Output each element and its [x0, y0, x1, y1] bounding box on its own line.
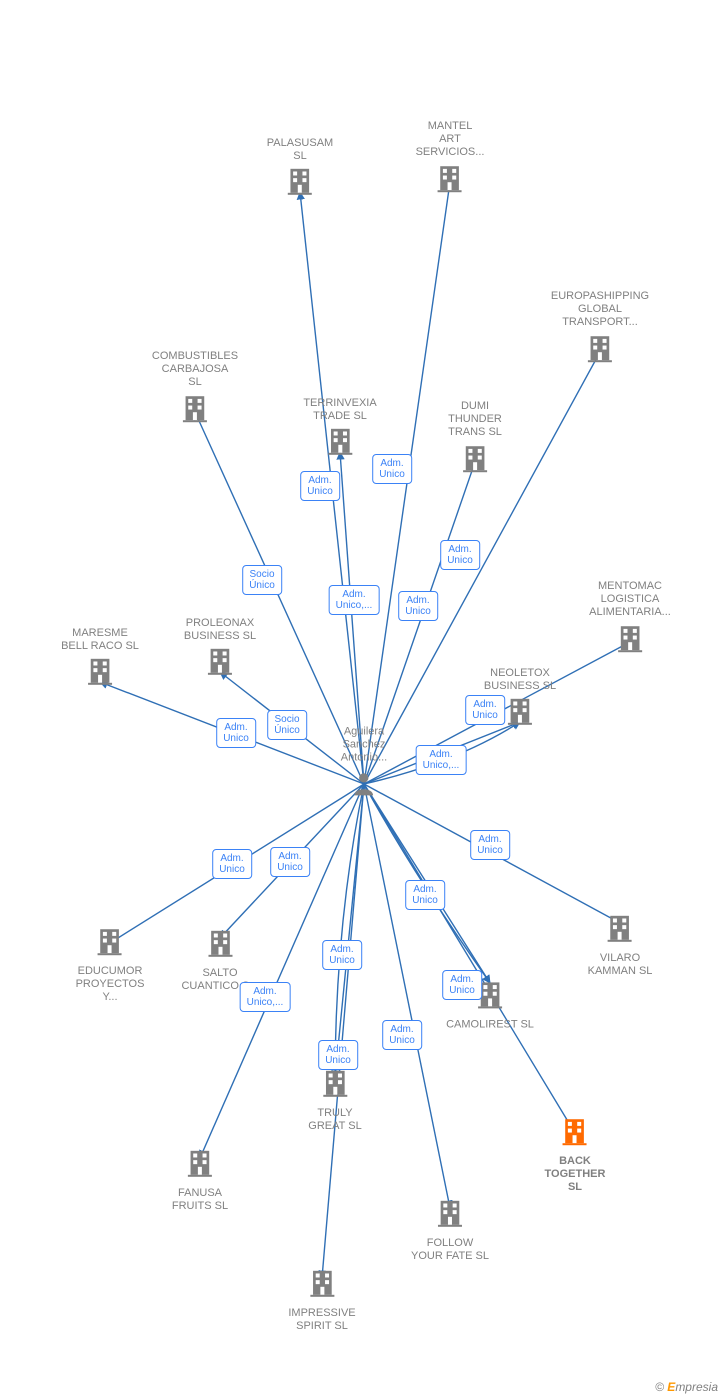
- edge-label-vilaro: Adm. Unico: [470, 830, 510, 860]
- edge-label-palasusam: Adm. Unico: [300, 471, 340, 501]
- edge-followfate: [364, 784, 450, 1208]
- person-icon: [341, 769, 387, 802]
- edge-label-dumi: Adm. Unico: [398, 591, 438, 621]
- edge-label-neoletox: Adm. Unico: [465, 695, 505, 725]
- center-person[interactable]: Aguilera Sanchez Antonio...: [341, 726, 387, 803]
- edge-label-terrinvexia: Adm. Unico,...: [329, 585, 380, 615]
- edge-label-europashipping: Adm. Unico: [440, 540, 480, 570]
- edge-label-neoletox: Adm. Unico,...: [416, 745, 467, 775]
- edge-label-maresme: Adm. Unico: [216, 718, 256, 748]
- edge-label-combustibles: Socio Único: [242, 565, 282, 595]
- edge-label-proleonax: Socio Único: [267, 710, 307, 740]
- edge-label-camolirest: Adm. Unico: [442, 970, 482, 1000]
- edge-impressive: [322, 784, 364, 1278]
- edge-label-followfate: Adm. Unico: [382, 1020, 422, 1050]
- edge-label-truly: Adm. Unico: [322, 940, 362, 970]
- graph-canvas: [0, 0, 728, 1400]
- copyright: © Empresia: [655, 1380, 718, 1394]
- edge-label-camolirest: Adm. Unico: [405, 880, 445, 910]
- edge-label-educumor: Adm. Unico: [212, 849, 252, 879]
- edge-label-mantel: Adm. Unico: [372, 454, 412, 484]
- edge-label-fanusa: Adm. Unico,...: [240, 982, 291, 1012]
- edge-label-salto: Adm. Unico: [270, 847, 310, 877]
- edge-label-truly: Adm. Unico: [318, 1040, 358, 1070]
- person-label: Aguilera Sanchez Antonio...: [341, 726, 387, 766]
